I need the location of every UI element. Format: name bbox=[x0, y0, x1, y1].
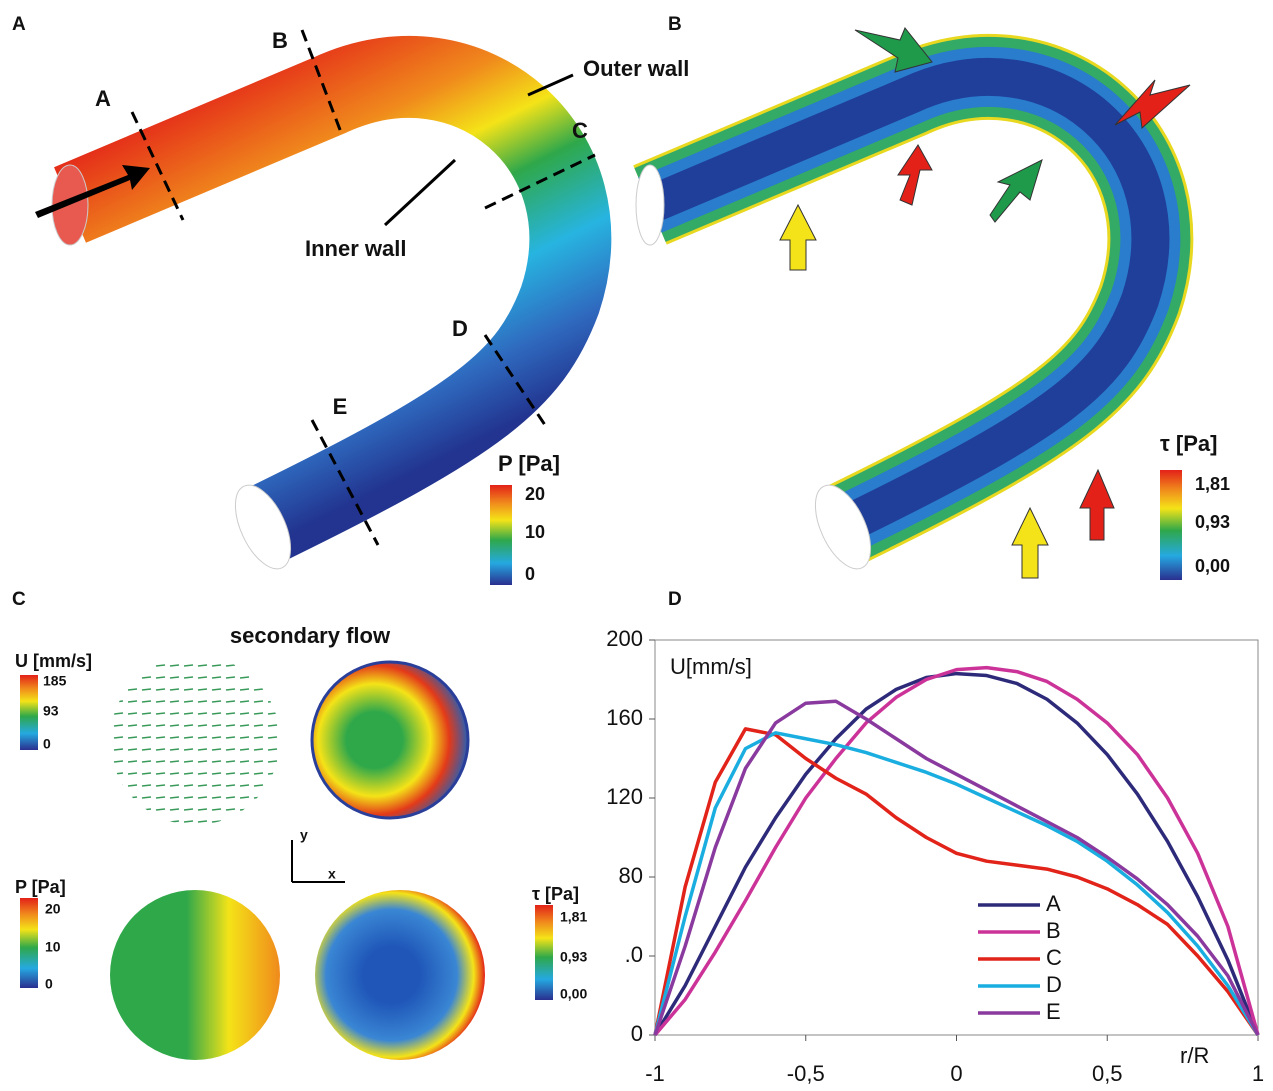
panel-label: A bbox=[12, 14, 26, 35]
colorbar-title: P [Pa] bbox=[498, 451, 560, 476]
panel-label: C bbox=[12, 589, 26, 610]
legend-label: D bbox=[1046, 972, 1062, 997]
colorbar-tick: 185 bbox=[43, 673, 67, 689]
colorbar-tick: 1,81 bbox=[1195, 474, 1230, 494]
colorbar bbox=[20, 898, 38, 988]
marker-arrow bbox=[990, 160, 1042, 222]
y-tick-label: 0 bbox=[631, 1021, 643, 1046]
axis-label: y bbox=[300, 827, 308, 843]
section-label: A bbox=[95, 86, 111, 111]
colorbar-tick: 0,93 bbox=[560, 949, 587, 965]
marker-arrow bbox=[780, 205, 816, 270]
marker-arrow bbox=[1012, 508, 1048, 578]
colorbar-tick: 0,00 bbox=[1195, 556, 1230, 576]
colorbar-tick: 0,93 bbox=[1195, 512, 1230, 532]
colorbar-tick: 0 bbox=[43, 736, 51, 752]
y-tick-label: 160 bbox=[606, 705, 643, 730]
x-tick-label: 0,5 bbox=[1092, 1061, 1123, 1086]
pipe-shear bbox=[636, 77, 1150, 577]
colorbar-tick: 1,81 bbox=[560, 909, 587, 925]
x-tick-label: 1 bbox=[1252, 1061, 1264, 1086]
colorbar bbox=[535, 905, 553, 1000]
x-tick-label: -1 bbox=[645, 1061, 665, 1086]
legend-label: E bbox=[1046, 999, 1061, 1024]
section-label: E bbox=[333, 394, 348, 419]
legend-label: B bbox=[1046, 918, 1061, 943]
section-label: C bbox=[572, 118, 588, 143]
colorbar-tick: 20 bbox=[45, 901, 61, 917]
pointer-arrow bbox=[385, 160, 455, 225]
x-tick-label: 0 bbox=[950, 1061, 962, 1086]
shear-section bbox=[315, 890, 485, 1060]
velocity-section bbox=[312, 662, 468, 818]
marker-arrow bbox=[1080, 470, 1114, 540]
y-tick-label: 200 bbox=[606, 626, 643, 651]
colorbar bbox=[490, 485, 512, 585]
outer-wall-label: Outer wall bbox=[583, 56, 689, 81]
x-axis-label: r/R bbox=[1180, 1043, 1209, 1068]
marker-arrow bbox=[898, 145, 932, 205]
series-line bbox=[655, 733, 1258, 1035]
y-tick-label: .0 bbox=[625, 942, 643, 967]
colorbar-tick: 20 bbox=[525, 484, 545, 504]
axis-label: x bbox=[328, 866, 336, 882]
panel-label: B bbox=[668, 14, 682, 35]
section-label: B bbox=[272, 28, 288, 53]
y-tick-label: 80 bbox=[619, 863, 643, 888]
figure: A A B C D E Outer wall Inner wall P [Pa]… bbox=[0, 0, 1273, 1091]
legend-label: A bbox=[1046, 891, 1061, 916]
colorbar-tick: 10 bbox=[525, 522, 545, 542]
colorbar-tick: 0 bbox=[45, 976, 53, 992]
inner-wall-label: Inner wall bbox=[305, 236, 406, 261]
x-tick-label: -0,5 bbox=[787, 1061, 825, 1086]
vector-field bbox=[110, 655, 280, 825]
colorbar-title: τ [Pa] bbox=[532, 884, 579, 904]
colorbar-title: P [Pa] bbox=[15, 877, 66, 897]
section-label: D bbox=[452, 316, 468, 341]
colorbar bbox=[1160, 470, 1182, 580]
colorbar-tick: 0,00 bbox=[560, 986, 587, 1002]
legend-label: C bbox=[1046, 945, 1062, 970]
y-tick-label: 120 bbox=[606, 784, 643, 809]
y-axis-label: U[mm/s] bbox=[670, 654, 752, 679]
colorbar-tick: 93 bbox=[43, 703, 59, 719]
colorbar-title: τ [Pa] bbox=[1160, 431, 1218, 456]
colorbar-tick: 0 bbox=[525, 564, 535, 584]
colorbar-title: U [mm/s] bbox=[15, 651, 92, 671]
colorbar-tick: 10 bbox=[45, 939, 61, 955]
panel-label: D bbox=[668, 589, 682, 610]
pressure-section bbox=[110, 890, 280, 1060]
colorbar bbox=[20, 675, 38, 750]
plot-frame bbox=[655, 640, 1258, 1035]
panel-title: secondary flow bbox=[230, 623, 391, 648]
